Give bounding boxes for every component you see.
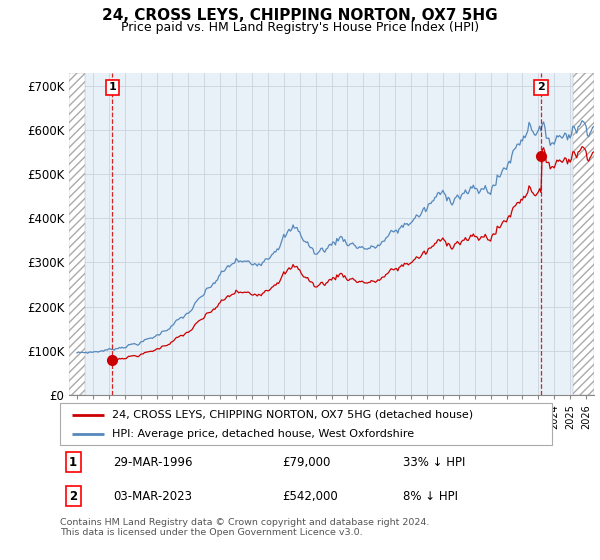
Text: 8% ↓ HPI: 8% ↓ HPI xyxy=(403,490,458,503)
Text: 29-MAR-1996: 29-MAR-1996 xyxy=(113,456,193,469)
Text: 33% ↓ HPI: 33% ↓ HPI xyxy=(403,456,466,469)
Bar xyxy=(69,73,85,395)
Text: 24, CROSS LEYS, CHIPPING NORTON, OX7 5HG (detached house): 24, CROSS LEYS, CHIPPING NORTON, OX7 5HG… xyxy=(112,409,473,419)
Text: 1: 1 xyxy=(109,82,116,92)
Text: Contains HM Land Registry data © Crown copyright and database right 2024.
This d: Contains HM Land Registry data © Crown c… xyxy=(60,518,430,538)
Text: 24, CROSS LEYS, CHIPPING NORTON, OX7 5HG: 24, CROSS LEYS, CHIPPING NORTON, OX7 5HG xyxy=(102,8,498,24)
Text: £79,000: £79,000 xyxy=(282,456,330,469)
Text: 2: 2 xyxy=(69,490,77,503)
Text: 1: 1 xyxy=(69,456,77,469)
Bar xyxy=(574,73,594,395)
Text: HPI: Average price, detached house, West Oxfordshire: HPI: Average price, detached house, West… xyxy=(112,429,414,439)
Text: 2: 2 xyxy=(537,82,545,92)
Text: £542,000: £542,000 xyxy=(282,490,338,503)
Text: 03-MAR-2023: 03-MAR-2023 xyxy=(113,490,192,503)
Text: Price paid vs. HM Land Registry's House Price Index (HPI): Price paid vs. HM Land Registry's House … xyxy=(121,21,479,34)
